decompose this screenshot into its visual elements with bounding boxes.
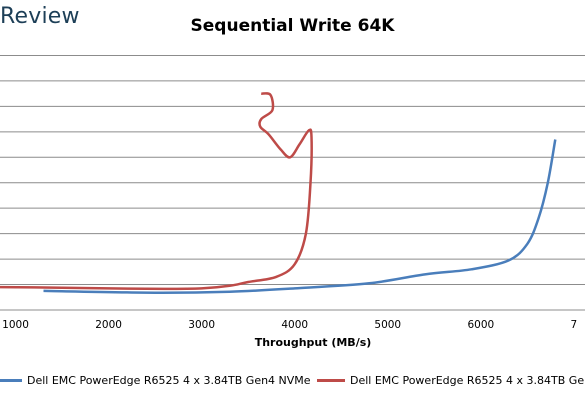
series-line-1: [43, 139, 557, 294]
legend-entry-2: Dell EMC PowerEdge R6525 4 x 3.84TB Gen3: [317, 374, 585, 387]
x-tick-label: 1000: [2, 319, 29, 331]
series-layer: [0, 92, 557, 294]
grid-lines: [0, 54, 585, 311]
series-line-2: [0, 92, 313, 291]
legend-swatch-2: [317, 379, 345, 382]
x-tick-label: 2000: [95, 319, 122, 331]
x-axis-label: Throughput (MB/s): [254, 336, 372, 349]
legend-label-1: Dell EMC PowerEdge R6525 4 x 3.84TB Gen4…: [27, 374, 311, 387]
x-tick-label: 3000: [188, 319, 215, 331]
x-tick-label: 7: [571, 319, 578, 331]
legend-swatch-1: [0, 379, 22, 382]
x-tick-label: 6000: [467, 319, 494, 331]
x-tick-label: 4000: [281, 319, 308, 331]
x-axis-ticks: 1000 2000 3000 4000 5000 6000 7: [2, 319, 577, 331]
chart-title: Sequential Write 64K: [190, 16, 395, 36]
site-logo-text: Review: [0, 4, 80, 29]
legend-label-2: Dell EMC PowerEdge R6525 4 x 3.84TB Gen3: [350, 374, 585, 387]
legend-entry-1: Dell EMC PowerEdge R6525 4 x 3.84TB Gen4…: [0, 374, 311, 387]
x-tick-label: 5000: [374, 319, 401, 331]
